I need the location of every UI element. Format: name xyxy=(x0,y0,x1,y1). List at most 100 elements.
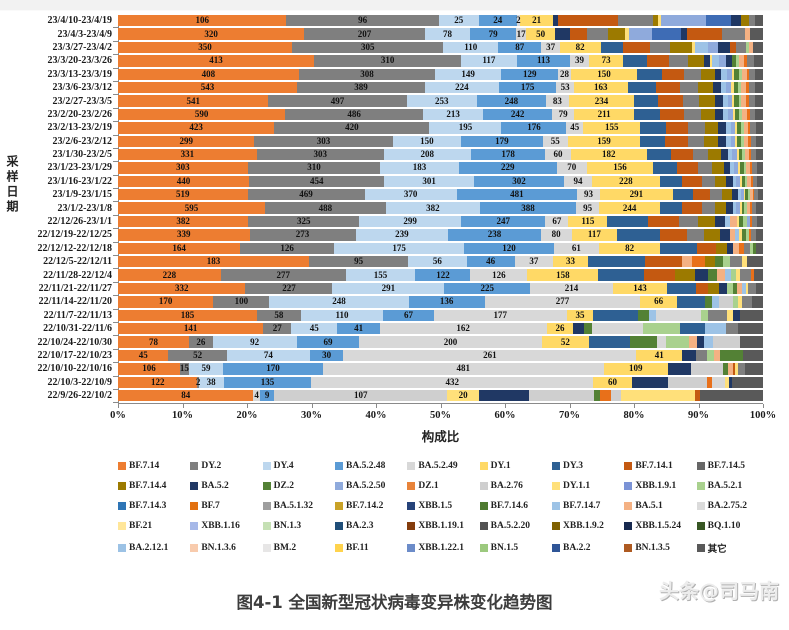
bar-segment-minor xyxy=(736,215,740,228)
bar-row: 23/2/27-23/3/5 541 497 253 248 83 234 xyxy=(53,95,764,109)
bar-segment: 332 xyxy=(118,282,246,295)
bar-segment-minor xyxy=(750,215,753,228)
row-date-label: 23/1/23-23/1/29 xyxy=(47,162,112,174)
bar-segment-minor xyxy=(687,55,705,67)
bar-segment: 519 xyxy=(118,189,248,201)
segment-value-label: 273 xyxy=(295,229,310,240)
bar-segment-minor xyxy=(752,215,758,228)
segment-value-label: 74 xyxy=(263,349,273,360)
bar-segment: 95 xyxy=(309,256,409,268)
segment-value-label: 382 xyxy=(426,202,440,213)
bar-segment-minor xyxy=(755,15,763,27)
segment-value-label: 228 xyxy=(619,175,633,186)
row-date-label: 23/3/13-23/3/19 xyxy=(47,68,112,80)
stacked-bar: 84 4 9 107 20 xyxy=(113,389,763,404)
bar-segment-minor xyxy=(750,202,752,214)
bar-segment-minor xyxy=(591,322,644,335)
y-axis-row-tick xyxy=(113,308,118,310)
segment-value-label: 497 xyxy=(330,95,345,106)
bar-segment-minor xyxy=(751,296,763,308)
segment-value-label: 389 xyxy=(354,82,368,93)
segment-value-label: 67 xyxy=(552,216,562,227)
bar-segment: 303 xyxy=(254,135,393,147)
bar-segment-minor xyxy=(737,135,742,147)
bar-segment-minor xyxy=(625,28,629,40)
segment-value-label: 247 xyxy=(496,216,511,227)
bar-segment-minor xyxy=(746,215,751,228)
legend-swatch xyxy=(262,522,271,531)
bar-segment-minor xyxy=(737,189,741,201)
segment-value-label: 78 xyxy=(149,336,159,347)
legend-swatch xyxy=(407,522,416,531)
bar-segment: 82 xyxy=(559,41,601,54)
bar-segment: 238 xyxy=(448,229,541,241)
bar-segment-minor xyxy=(739,242,744,255)
y-axis-row-tick xyxy=(113,201,118,203)
chart-legend: BF.7.14 DY.2 DY.4 BA.5.2.48 BA.5.2.49 DY.1 DY.… xyxy=(118,461,765,555)
bar-segment: 149 xyxy=(435,68,502,80)
bar-row: 23/3/6-23/3/12 543 389 224 175 53 163 xyxy=(53,81,763,96)
bar-segment-minor xyxy=(750,148,756,161)
bar-segment-minor xyxy=(659,108,684,121)
legend-label: XBB.1.5.24 xyxy=(635,521,681,532)
legend-swatch xyxy=(190,544,199,553)
stacked-bar: 170 100 248 136 277 66 xyxy=(113,296,763,310)
bar-segment: 66 xyxy=(640,296,678,308)
bar-segment: 305 xyxy=(291,41,444,54)
bar-segment-minor xyxy=(672,189,693,201)
bar-segment: 117 xyxy=(461,55,517,67)
bar-segment-minor xyxy=(726,202,733,214)
bar-segment: 248 xyxy=(269,296,409,308)
bar-segment-minor xyxy=(710,189,723,201)
segment-value-label: 331 xyxy=(180,149,195,160)
legend-label: BF.7.14 xyxy=(129,461,160,472)
bar-segment: 214 xyxy=(530,282,613,295)
legend-item: XBB.1.16 xyxy=(190,521,258,531)
segment-value-label: 248 xyxy=(332,296,346,307)
legend-swatch xyxy=(552,502,560,511)
legend-label: DY.4 xyxy=(273,461,294,472)
bar-segment: 170 xyxy=(118,296,214,308)
bar-segment: 469 xyxy=(247,189,365,201)
bar-segment-minor xyxy=(693,148,709,161)
bar-segment-minor xyxy=(739,269,751,281)
bar-segment: 24 xyxy=(478,15,517,27)
segment-value-label: 176 xyxy=(527,122,541,133)
bar-segment-minor xyxy=(756,162,764,174)
bar-segment: 488 xyxy=(265,202,386,214)
bar-segment: 420 xyxy=(274,122,430,134)
x-axis-tick-label: 80% xyxy=(623,410,645,422)
legend-item: BQ.1.10 xyxy=(696,521,765,531)
bar-segment-minor xyxy=(611,389,622,402)
bar-segment-minor xyxy=(617,229,660,241)
bar-segment: 301 xyxy=(384,175,474,188)
bar-segment-minor xyxy=(643,269,676,281)
segment-value-label: 117 xyxy=(482,55,496,66)
legend-item: BA.2.2 xyxy=(552,541,620,555)
x-axis-tick-label: 70% xyxy=(559,410,580,422)
bar-segment: 92 xyxy=(212,336,297,348)
bar-segment-minor xyxy=(735,363,739,375)
row-date-label: 22/12/19-22/12/25 xyxy=(37,229,112,241)
bar-segment: 177 xyxy=(433,309,567,321)
legend-item: BN.1.3.5 xyxy=(624,541,692,555)
row-date-label: 22/10/24-22/10/30 xyxy=(37,336,112,348)
segment-value-label: 239 xyxy=(395,229,409,240)
bar-segment: 155 xyxy=(583,122,641,134)
bar-segment-minor xyxy=(736,175,741,188)
bar-segment: 277 xyxy=(484,296,641,308)
bar-segment: 26 xyxy=(189,336,213,348)
bar-segment-minor xyxy=(741,108,747,121)
bar-segment-minor xyxy=(721,81,727,94)
bar-segment-minor xyxy=(655,81,681,94)
legend-label: BA.5.2.20 xyxy=(490,521,530,532)
stacked-bar: 228 277 155 122 126 158 xyxy=(113,269,763,283)
legend-item: BA.5.2.20 xyxy=(479,521,548,532)
bar-segment-minor xyxy=(719,282,727,295)
bar-segment: 432 xyxy=(311,376,593,388)
legend-swatch xyxy=(262,544,271,553)
bar-row: 22/11/7-22/11/13 185 58 110 67 177 35 xyxy=(44,309,763,323)
bar-segment-minor xyxy=(751,202,757,214)
bar-segment: 543 xyxy=(118,81,297,94)
bar-row: 22/10/10-22/10/16 106 15 59 170 481 109 xyxy=(38,363,763,377)
